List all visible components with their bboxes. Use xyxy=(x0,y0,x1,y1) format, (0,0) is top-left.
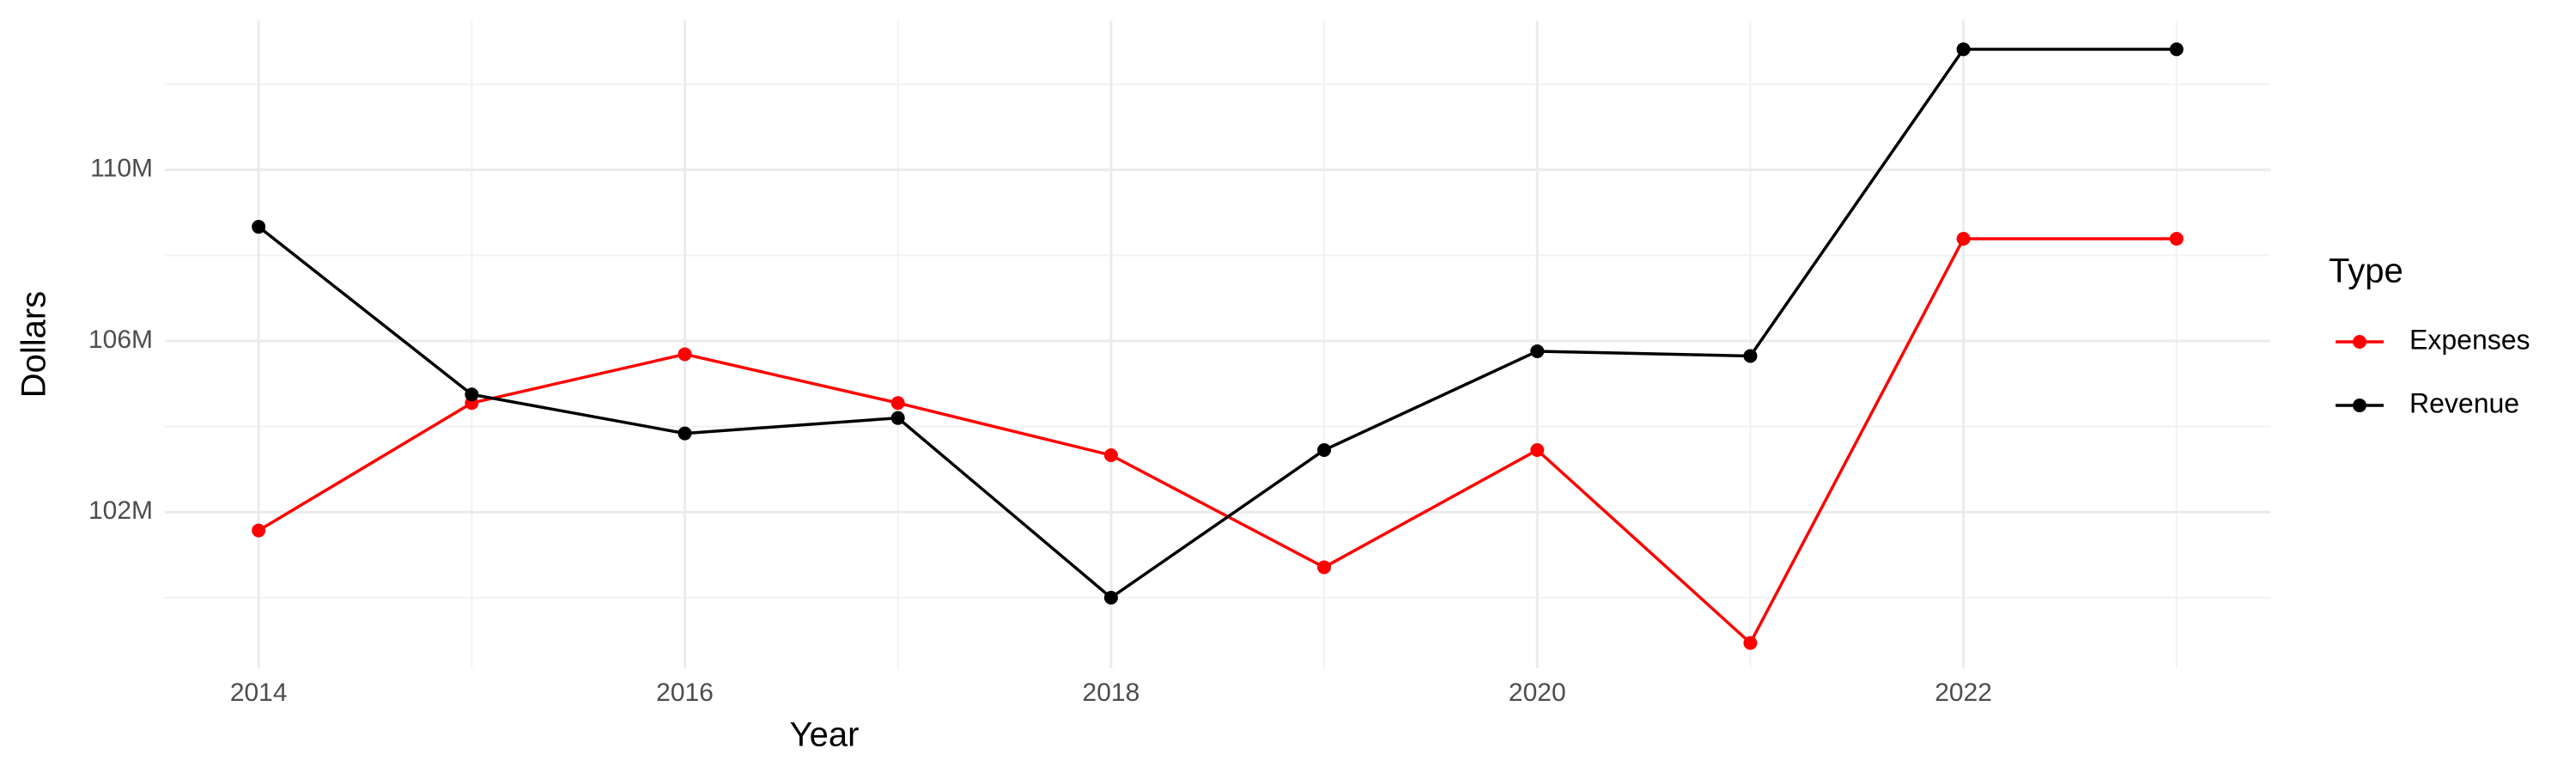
legend-title: Type xyxy=(2329,253,2403,290)
legend-label: Revenue xyxy=(2409,387,2519,418)
data-point xyxy=(1743,636,1758,650)
data-point xyxy=(2169,42,2184,57)
data-point xyxy=(465,387,479,402)
data-point xyxy=(252,523,266,538)
data-point xyxy=(677,347,692,362)
legend-marker xyxy=(2353,399,2366,412)
x-tick-label: 2018 xyxy=(1083,679,1140,707)
data-point xyxy=(2169,231,2184,246)
x-axis-title: Year xyxy=(790,716,860,754)
legend-marker xyxy=(2353,335,2366,349)
y-tick-label: 102M xyxy=(88,496,153,525)
data-point xyxy=(1103,590,1118,605)
data-point xyxy=(1530,443,1545,458)
data-point xyxy=(1743,349,1758,363)
data-point xyxy=(890,396,905,411)
data-point xyxy=(1317,560,1332,575)
data-point xyxy=(1956,231,1971,246)
series-line xyxy=(258,237,2177,646)
legend-label: Expenses xyxy=(2409,324,2530,355)
data-point xyxy=(677,426,692,441)
data-point xyxy=(1530,344,1545,358)
series-line xyxy=(258,47,2177,600)
y-axis-title: Dollars xyxy=(15,291,53,398)
data-point xyxy=(252,220,266,234)
x-tick-label: 2020 xyxy=(1509,679,1566,707)
y-tick-label: 110M xyxy=(90,155,153,183)
data-point xyxy=(1956,42,1971,57)
data-point xyxy=(890,411,905,425)
x-tick-label: 2022 xyxy=(1935,679,1992,707)
data-point xyxy=(1317,443,1332,458)
y-tick-label: 106M xyxy=(88,326,153,354)
data-point xyxy=(1103,447,1118,462)
x-tick-label: 2016 xyxy=(656,679,714,707)
x-tick-label: 2014 xyxy=(230,679,288,707)
